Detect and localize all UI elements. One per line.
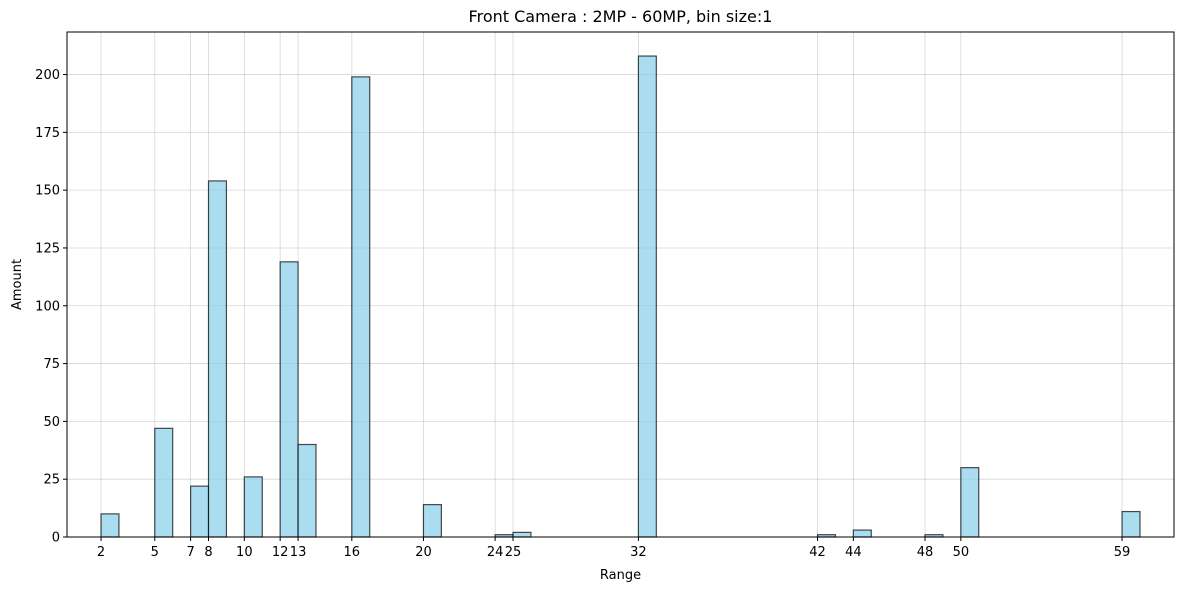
x-tick-label: 2 — [97, 545, 105, 560]
plot-frame — [66, 31, 1175, 538]
y-tick-label: 0 — [52, 531, 60, 546]
x-tick-label: 20 — [415, 545, 432, 560]
x-tick-label: 42 — [809, 545, 826, 560]
grid-layer — [67, 32, 1174, 538]
y-axis-label: Amount — [10, 259, 25, 310]
y-tick-label: 150 — [35, 184, 60, 199]
histogram-bar — [351, 76, 371, 538]
x-tick-label: 24 — [487, 545, 504, 560]
chart-title: Front Camera : 2MP - 60MP, bin size:1 — [469, 7, 773, 26]
y-tick-label: 50 — [43, 415, 60, 430]
histogram-bar — [100, 513, 120, 538]
histogram-bar — [279, 261, 299, 538]
x-axis-ticks: 2 5 7 8 10 12 13 16 20 24 25 32 42 44 48 50 59 — [97, 537, 1130, 560]
y-tick-label: 125 — [35, 241, 60, 256]
x-tick-label: 12 — [272, 545, 289, 560]
histogram-bar — [154, 427, 174, 538]
histogram-bar — [207, 180, 228, 538]
histogram-bar — [189, 485, 210, 538]
histogram-bar — [852, 529, 872, 538]
bars-layer — [100, 55, 1141, 538]
x-tick-label: 7 — [186, 545, 194, 560]
x-axis-label: Range — [600, 568, 641, 583]
x-tick-label: 10 — [236, 545, 253, 560]
histogram-bar — [1121, 510, 1141, 538]
x-tick-label: 48 — [917, 545, 934, 560]
x-tick-label: 50 — [953, 545, 970, 560]
histogram-bar — [297, 443, 317, 538]
x-tick-label: 25 — [505, 545, 522, 560]
x-tick-label: 5 — [151, 545, 159, 560]
histogram-bar — [243, 476, 263, 538]
x-tick-label: 59 — [1114, 545, 1131, 560]
x-tick-label: 44 — [845, 545, 862, 560]
x-tick-label: 16 — [344, 545, 361, 560]
y-tick-label: 75 — [43, 357, 60, 372]
y-tick-label: 100 — [35, 299, 60, 314]
y-tick-label: 175 — [35, 126, 60, 141]
x-tick-label: 32 — [630, 545, 647, 560]
x-tick-label: 8 — [204, 545, 212, 560]
y-axis-ticks: 0 25 50 75 100 125 150 175 200 — [35, 68, 67, 546]
histogram-bar — [422, 504, 442, 538]
histogram-bar — [637, 55, 657, 538]
y-tick-label: 25 — [43, 473, 60, 488]
x-tick-label: 13 — [290, 545, 307, 560]
histogram-bar — [512, 531, 532, 538]
histogram-bar — [960, 467, 980, 538]
y-tick-label: 200 — [35, 68, 60, 83]
